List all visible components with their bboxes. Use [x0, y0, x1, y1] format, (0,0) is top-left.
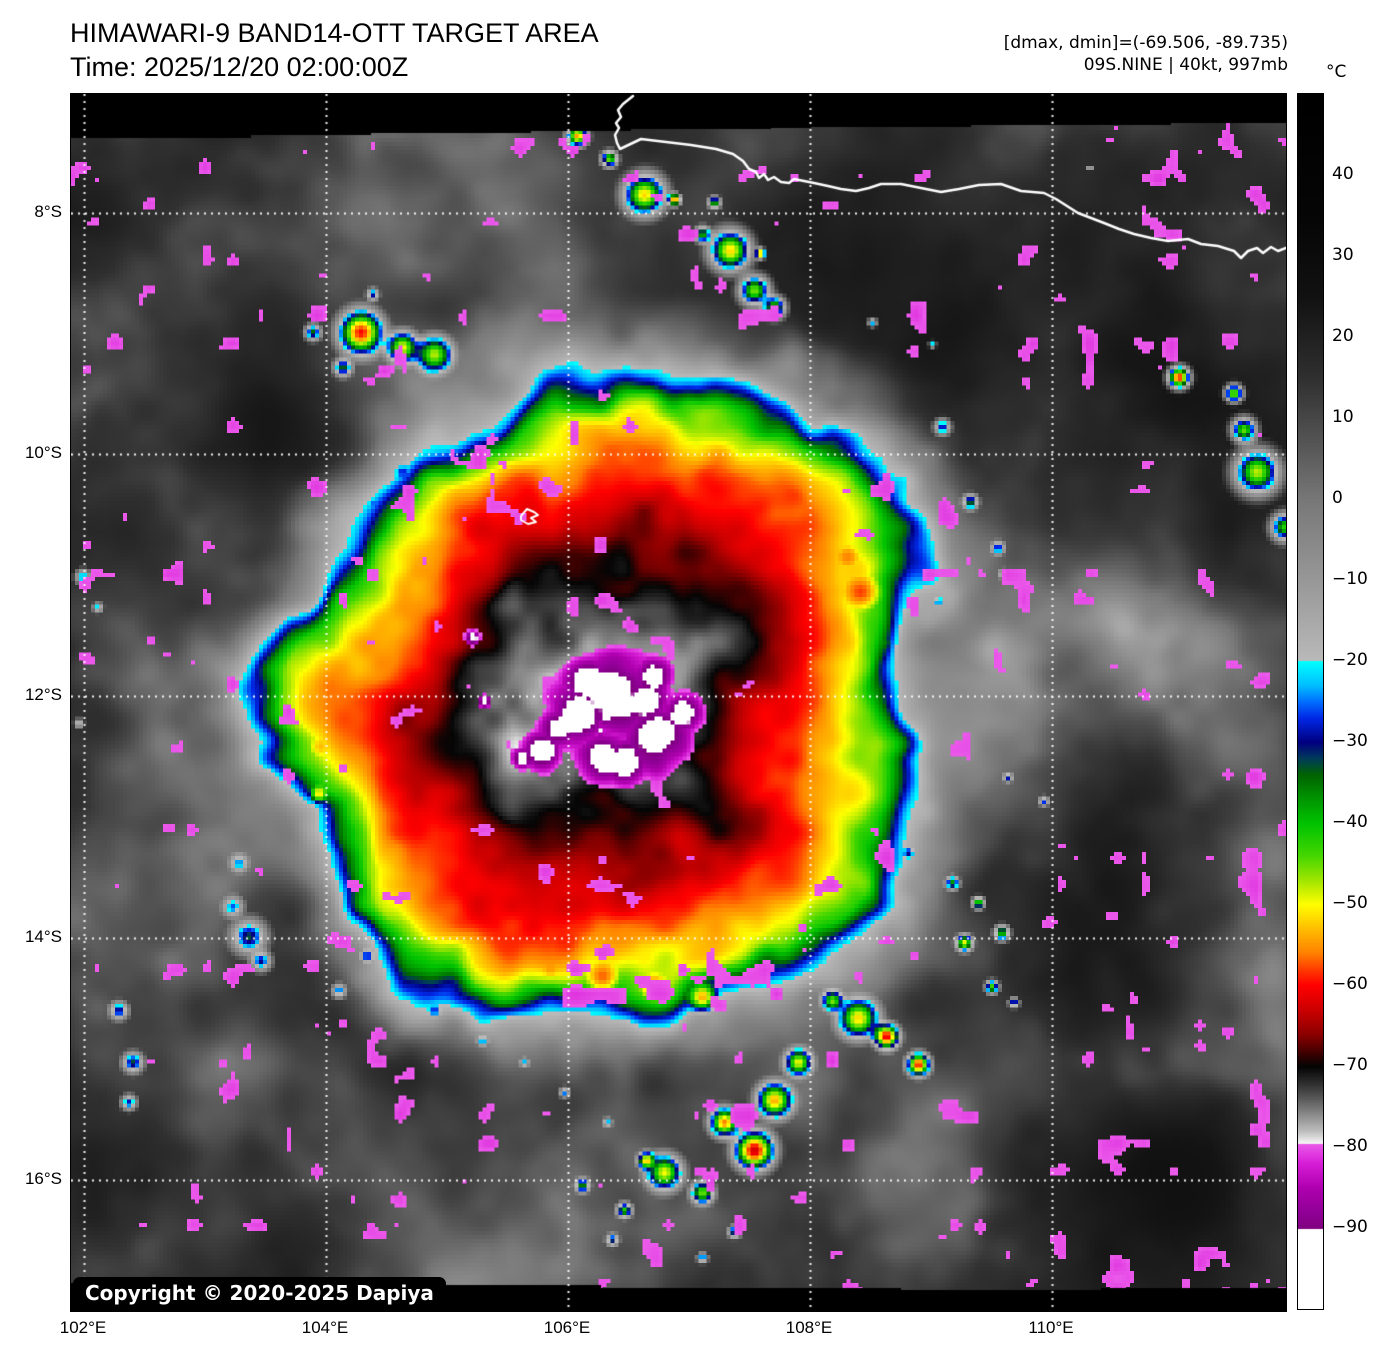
colorbar-tick-label: −90 — [1332, 1217, 1368, 1237]
lon-tick-label: 106°E — [543, 1318, 591, 1337]
colorbar-tick-label: −40 — [1332, 812, 1368, 832]
colorbar-tick-label: −60 — [1332, 974, 1368, 994]
colorbar-tick-label: −50 — [1332, 893, 1368, 913]
colorbar-tick-label: −70 — [1332, 1055, 1368, 1075]
colorbar-tick-label: 30 — [1332, 245, 1354, 265]
satellite-map: Copyright © 2020-2025 Dapiya — [70, 93, 1287, 1312]
dmax-dmin-annotation: [dmax, dmin]=(-69.506, -89.735) — [1003, 33, 1288, 53]
colorbar-unit-label: °C — [1326, 62, 1347, 82]
map-overlay-canvas — [71, 94, 1286, 1311]
storm-id-annotation: 09S.NINE | 40kt, 997mb — [1083, 55, 1288, 75]
colorbar-tick-label: −80 — [1332, 1136, 1368, 1156]
lon-tick-label: 108°E — [785, 1318, 833, 1337]
figure-timestamp: Time: 2025/12/20 02:00:00Z — [70, 52, 409, 82]
lon-tick-label: 102°E — [59, 1318, 107, 1337]
storm-annotation: [dmax, dmin]=(-69.506, -89.735) 09S.NINE… — [1004, 32, 1288, 76]
colorbar-tick-label: 0 — [1332, 488, 1343, 508]
lat-tick-label: 10°S — [24, 443, 62, 462]
lat-tick-label: 16°S — [24, 1169, 62, 1188]
lon-tick-label: 110°E — [1028, 1318, 1074, 1337]
lat-tick-label: 14°S — [24, 927, 62, 946]
lat-tick-label: 8°S — [34, 202, 62, 221]
colorbar-tick-label: −10 — [1332, 569, 1368, 589]
lat-tick-label: 12°S — [24, 685, 62, 704]
colorbar-tick-label: 10 — [1332, 407, 1354, 427]
colorbar-tick-label: 20 — [1332, 326, 1354, 346]
figure-title: HIMAWARI-9 BAND14-OTT TARGET AREA — [70, 18, 599, 48]
colorbar-tick-label: 40 — [1332, 164, 1354, 184]
lon-tick-label: 104°E — [301, 1318, 349, 1337]
colorbar-tick-label: −30 — [1332, 731, 1368, 751]
colorbar-tick-label: −20 — [1332, 650, 1368, 670]
copyright-badge: Copyright © 2020-2025 Dapiya — [73, 1277, 446, 1309]
colorbar — [1297, 93, 1324, 1310]
